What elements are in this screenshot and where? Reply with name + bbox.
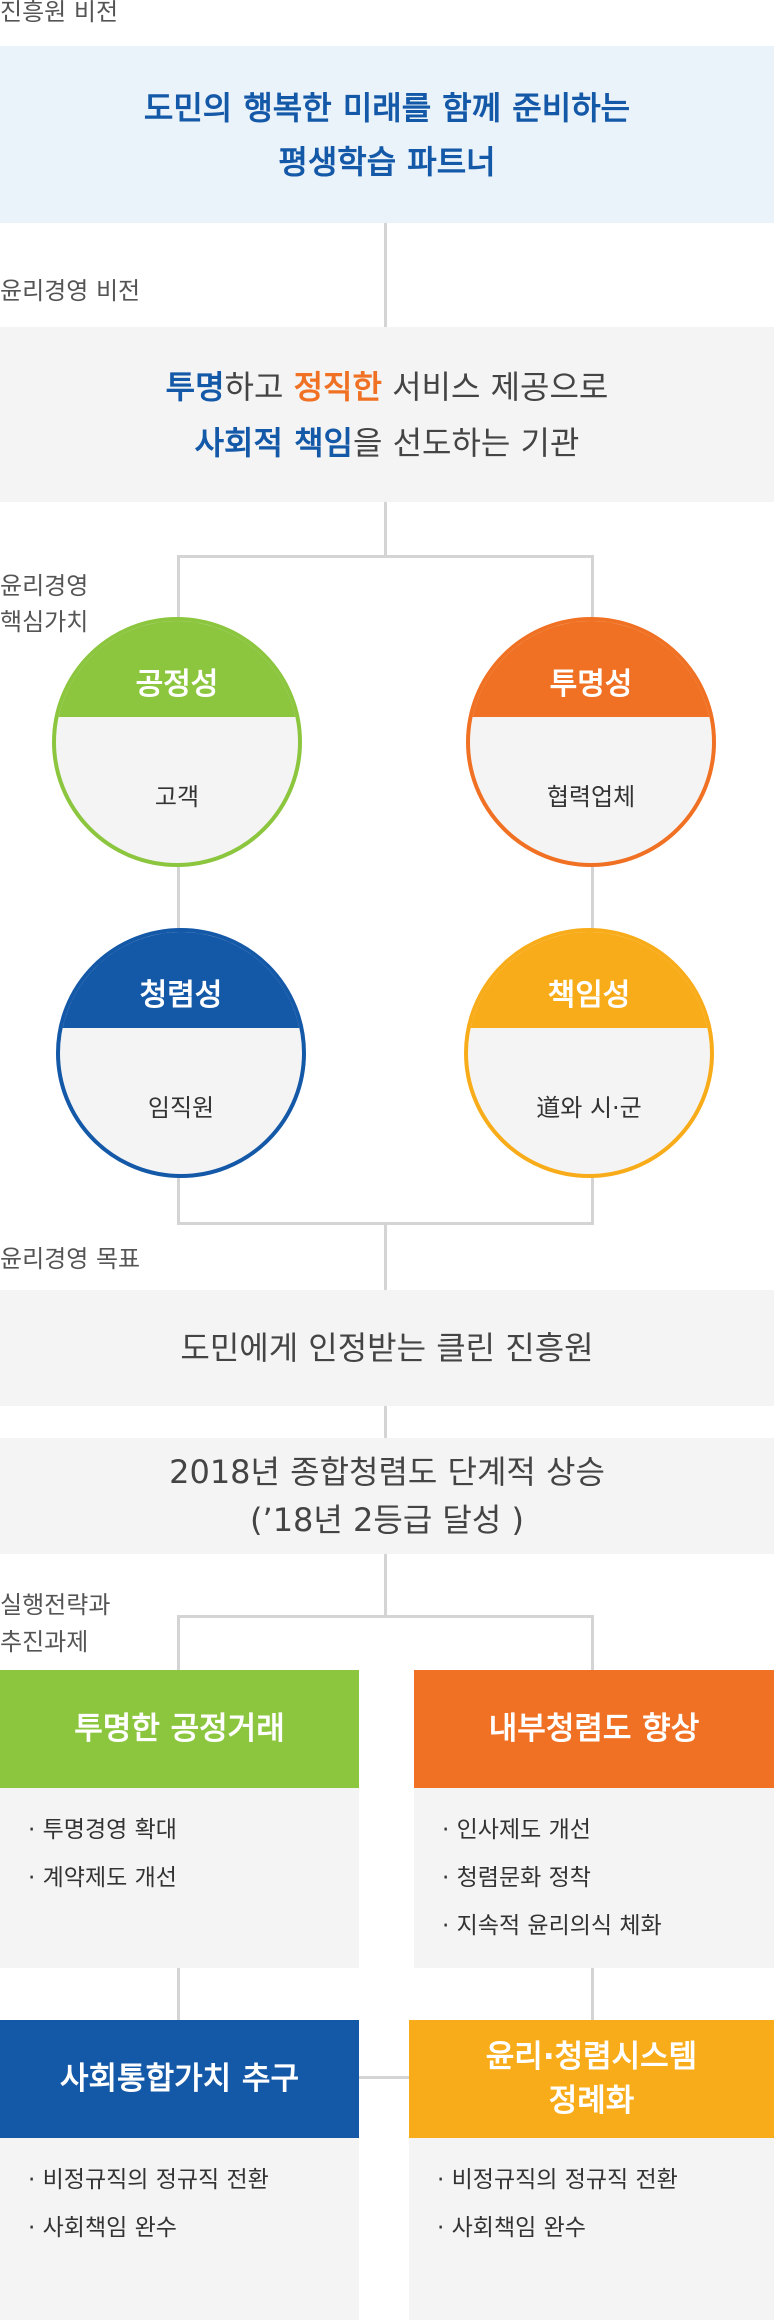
list-item: · 계약제도 개선 — [28, 1865, 177, 1891]
text-segment: 을 선도하는 기관 — [352, 423, 580, 462]
strategy-card-body: · 투명경영 확대 · 계약제도 개선 — [0, 1788, 359, 1968]
strategy-label-2: 추진과제 — [0, 1628, 89, 1656]
strategy-card-title: 투명한 공정거래 — [0, 1670, 359, 1788]
highlight-social-responsibility: 사회적 책임 — [194, 423, 353, 462]
connector-line — [384, 1554, 387, 1618]
connector-line — [384, 1406, 387, 1438]
core-value-responsibility: 책임성 道와 시·군 — [464, 928, 714, 1178]
core-value-title: 청렴성 — [60, 932, 302, 1028]
connector-line — [177, 1615, 180, 1670]
connector-line — [384, 502, 387, 557]
list-item: · 비정규직의 정규직 전환 — [28, 2167, 269, 2193]
strategy-card-body: · 인사제도 개선 · 청렴문화 정착 · 지속적 윤리의식 체화 — [414, 1788, 774, 1968]
connector-line — [591, 555, 594, 1225]
list-item: · 비정규직의 정규직 전환 — [437, 2167, 678, 2193]
goal-1-box: 도민에게 인정받는 클린 진흥원 — [0, 1290, 774, 1406]
core-value-target: 협력업체 — [546, 782, 636, 811]
list-item: · 사회책임 완수 — [28, 2215, 177, 2241]
ethics-vision-line-1: 투명하고 정직한 서비스 제공으로 — [166, 359, 609, 415]
core-value-title: 투명성 — [470, 621, 712, 717]
strategy-card-title: 윤리·청렴시스템 정례화 — [409, 2020, 774, 2138]
connector-line — [591, 1615, 594, 1670]
list-item: · 인사제도 개선 — [442, 1817, 591, 1843]
core-value-transparency: 투명성 협력업체 — [466, 617, 716, 867]
list-item: · 지속적 윤리의식 체화 — [442, 1913, 662, 1939]
ethics-vision-line-2: 사회적 책임을 선도하는 기관 — [195, 415, 580, 471]
core-value-fairness: 공정성 고객 — [52, 617, 302, 867]
core-values-label-1: 윤리경영 — [0, 572, 89, 600]
goal-2-box: 2018년 종합청렴도 단계적 상승 (’18년 2등급 달성 ) — [0, 1438, 774, 1554]
vision-line-2: 평생학습 파트너 — [278, 142, 496, 181]
ethics-vision-label: 윤리경영 비전 — [0, 277, 141, 305]
strategy-label-1: 실행전략과 — [0, 1591, 111, 1619]
connector-line — [359, 2076, 409, 2079]
vision-label: 진흥원 비전 — [0, 0, 119, 26]
strategy-card-body: · 비정규직의 정규직 전환 · 사회책임 완수 — [0, 2138, 359, 2320]
core-value-target: 임직원 — [147, 1093, 215, 1122]
connector-line — [177, 1968, 180, 2020]
connector-line — [177, 555, 180, 1225]
strategy-card-body: · 비정규직의 정규직 전환 · 사회책임 완수 — [409, 2138, 774, 2320]
strategy-card-title-line: 윤리·청렴시스템 — [485, 2039, 698, 2075]
text-segment: 서비스 제공으로 — [381, 367, 609, 406]
core-value-integrity: 청렴성 임직원 — [56, 928, 306, 1178]
vision-box: 도민의 행복한 미래를 함께 준비하는 평생학습 파트너 — [0, 46, 774, 223]
highlight-honest: 정직한 — [293, 367, 382, 406]
connector-line — [384, 1222, 387, 1290]
list-item: · 사회책임 완수 — [437, 2215, 586, 2241]
goal-2-line-1: 2018년 종합청렴도 단계적 상승 — [169, 1453, 605, 1491]
core-value-target: 道와 시·군 — [536, 1093, 642, 1122]
text-segment: 하고 — [224, 367, 294, 406]
connector-line — [591, 1968, 594, 2020]
ethics-vision-box: 투명하고 정직한 서비스 제공으로 사회적 책임을 선도하는 기관 — [0, 327, 774, 502]
vision-line-1: 도민의 행복한 미래를 함께 준비하는 — [143, 88, 631, 127]
strategy-card-title-line: 정례화 — [548, 2083, 635, 2119]
core-value-target: 고객 — [154, 782, 200, 811]
list-item: · 투명경영 확대 — [28, 1817, 177, 1843]
core-value-title: 공정성 — [56, 621, 298, 717]
list-item: · 청렴문화 정착 — [442, 1865, 591, 1891]
goal-2-line-2: (’18년 2등급 달성 ) — [250, 1501, 524, 1539]
connector-line — [384, 223, 387, 327]
highlight-transparency: 투명 — [165, 367, 225, 406]
strategy-card-title: 내부청렴도 향상 — [414, 1670, 774, 1788]
core-value-title: 책임성 — [468, 932, 710, 1028]
connector-line — [177, 555, 593, 558]
goal-1-text: 도민에게 인정받는 클린 진흥원 — [180, 1329, 594, 1367]
goals-label: 윤리경영 목표 — [0, 1245, 141, 1273]
strategy-card-title: 사회통합가치 추구 — [0, 2020, 359, 2138]
connector-line — [177, 1615, 593, 1618]
